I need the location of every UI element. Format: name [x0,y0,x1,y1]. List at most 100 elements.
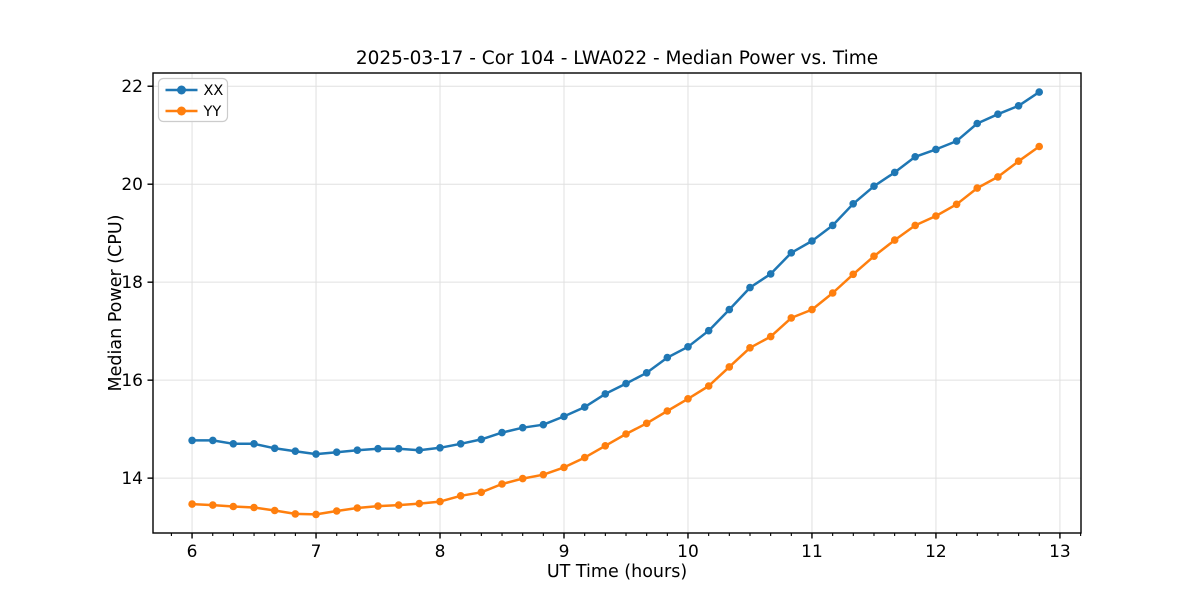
data-point-xx [374,444,382,453]
data-point-yy [415,499,424,508]
data-point-xx [456,440,465,448]
data-point-xx [663,353,672,362]
data-point-yy [642,419,651,428]
data-point-xx [580,403,589,411]
series-layer [188,88,1043,519]
y-tick-label: 16 [121,371,143,391]
data-point-yy [270,506,279,515]
data-point-yy [622,430,630,438]
y-tick-label: 14 [121,469,143,489]
data-point-yy [828,289,837,297]
y-tick-label: 18 [121,273,143,293]
data-point-xx [477,435,486,444]
data-point-yy [870,252,878,260]
data-point-xx [229,440,238,448]
data-point-xx [601,390,610,398]
data-point-xx [518,423,527,432]
data-point-xx [704,326,713,335]
data-point-xx [684,343,692,351]
y-tick-label: 20 [121,175,143,195]
data-point-xx [787,249,796,257]
data-point-xx [994,110,1002,118]
x-tick-label: 13 [1049,542,1071,562]
data-point-xx [642,369,651,377]
data-point-yy [560,463,568,472]
x-tick-label: 9 [559,542,570,562]
data-point-xx [808,237,816,245]
data-point-xx [291,447,300,456]
data-point-yy [539,470,548,479]
data-point-xx [746,283,754,292]
x-tick-label: 12 [925,542,947,562]
data-point-yy [808,305,816,314]
data-point-yy [456,492,465,500]
series-line-xx [192,91,1040,456]
data-point-yy [994,173,1002,181]
data-point-yy [209,501,217,509]
data-point-xx [394,444,403,453]
data-point-xx [890,168,899,177]
x-tick-label: 7 [311,542,322,562]
data-point-yy [353,504,362,512]
data-point-xx [250,440,258,448]
data-point-yy [250,503,258,512]
data-point-xx [932,145,940,154]
data-point-yy [312,510,320,519]
legend: XX YY [157,77,229,123]
data-point-xx [973,119,981,128]
data-point-yy [580,453,589,462]
data-point-yy [498,480,506,488]
plot-border [152,72,1082,534]
data-point-xx [353,446,362,455]
y-axis-label: Median Power (CPU) [106,215,126,392]
data-point-yy [746,344,754,352]
data-point-yy [374,502,382,510]
data-point-xx [952,137,961,145]
data-point-yy [766,332,775,341]
data-point-xx [560,412,568,421]
data-point-yy [332,507,341,515]
data-point-yy [932,212,940,220]
data-point-xx [436,444,444,452]
grid-layer [153,73,1081,533]
data-point-xx [725,305,734,314]
data-point-yy [663,407,672,415]
legend-label: YY [203,104,222,120]
legend-marker [177,85,186,95]
data-point-yy [291,510,300,518]
x-axis-label: UT Time (hours) [547,562,687,582]
data-point-xx [849,200,857,208]
data-point-yy [704,382,713,390]
data-point-yy [188,500,196,508]
data-point-xx [188,436,196,445]
data-point-xx [1035,88,1043,96]
data-point-xx [209,436,217,445]
data-point-yy [952,200,961,209]
data-point-yy [684,395,692,403]
data-point-yy [849,270,857,279]
data-point-yy [973,184,981,192]
data-point-yy [477,488,486,497]
y-tick-label: 22 [121,77,143,97]
data-point-yy [394,501,403,509]
data-point-yy [229,502,238,511]
data-point-xx [1014,102,1023,110]
x-tick-label: 11 [801,542,823,562]
x-tick-label: 10 [677,542,699,562]
data-point-yy [436,497,444,506]
x-tick-label: 8 [435,542,446,562]
data-point-yy [725,363,734,371]
data-point-yy [787,314,796,322]
x-tick-label: 6 [187,542,198,562]
data-point-xx [870,182,878,190]
legend-marker [177,106,186,116]
data-point-xx [415,446,424,455]
data-point-yy [890,236,899,244]
data-point-yy [601,442,610,450]
data-point-xx [622,379,630,388]
data-point-yy [1014,157,1023,165]
data-point-xx [332,448,341,457]
data-point-xx [911,153,919,161]
chart-title: 2025-03-17 - Cor 104 - LWA022 - Median P… [356,48,878,69]
